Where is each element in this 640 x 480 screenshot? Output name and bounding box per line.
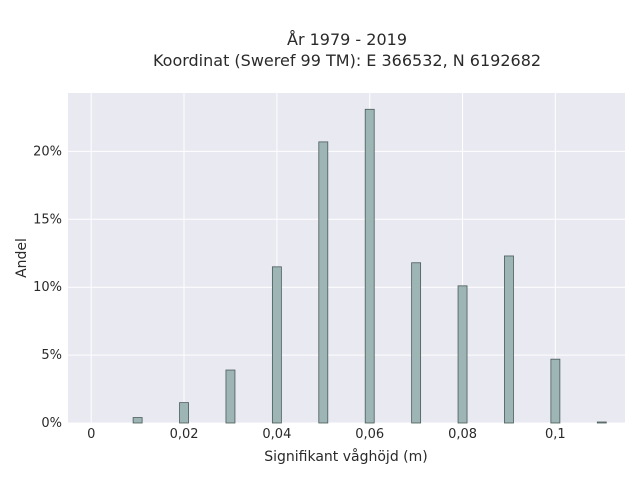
bar <box>411 262 422 424</box>
x-tick-label: 0 <box>87 427 95 442</box>
y-tick-label: 15% <box>33 212 62 227</box>
y-tick-label: 5% <box>41 348 62 363</box>
bar <box>457 285 468 424</box>
bar <box>179 402 189 424</box>
chart-title-line-1: År 1979 - 2019 <box>287 30 407 49</box>
bar <box>364 108 375 424</box>
bar <box>132 417 143 424</box>
grid-lines <box>68 93 625 424</box>
plot-area <box>68 93 625 423</box>
x-tick-label: 0,08 <box>448 427 477 442</box>
bar <box>504 255 514 424</box>
bar <box>318 141 329 424</box>
x-axis-ticks: 0 0,02 0,04 0,06 0,08 0,1 <box>87 427 566 442</box>
y-axis-label: Andel <box>14 238 30 278</box>
x-tick-label: 0,1 <box>545 427 566 442</box>
bar <box>271 266 282 424</box>
x-tick-label: 0,04 <box>262 427 291 442</box>
x-tick-label: 0,02 <box>170 427 199 442</box>
chart-title-line-2: Koordinat (Sweref 99 TM): E 366532, N 61… <box>153 51 541 70</box>
x-axis-label: Signifikant våghöjd (m) <box>264 448 427 465</box>
bar <box>596 421 607 424</box>
bar <box>225 369 236 424</box>
y-tick-label: 20% <box>33 144 62 159</box>
x-tick-label: 0,06 <box>355 427 384 442</box>
bars <box>132 108 607 424</box>
bar <box>550 358 561 424</box>
y-axis-ticks: 0% 5% 10% 15% 20% <box>33 144 62 431</box>
y-tick-label: 10% <box>33 280 62 295</box>
y-tick-label: 0% <box>41 416 62 431</box>
